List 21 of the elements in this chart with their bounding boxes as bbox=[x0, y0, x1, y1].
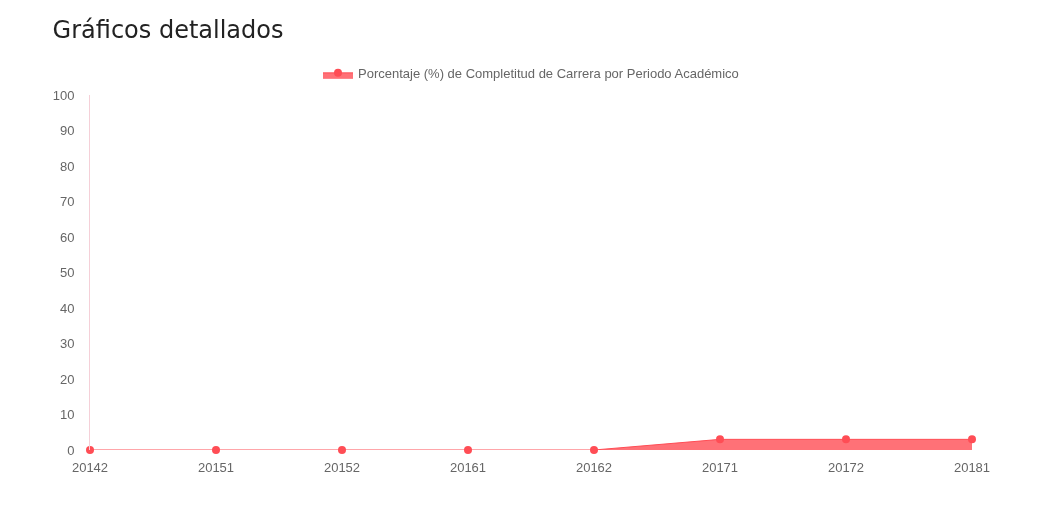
y-tick-label: 50 bbox=[59, 265, 75, 281]
y-tick-label: 10 bbox=[59, 407, 75, 423]
y-tick-label: 80 bbox=[59, 158, 75, 174]
y-tick-label: 0 bbox=[67, 442, 75, 458]
y-tick-label: 100 bbox=[52, 87, 75, 103]
x-tick-label: 20151 bbox=[197, 460, 235, 475]
chart-title: Gráficos detallados bbox=[52, 16, 284, 44]
y-tick-label: 20 bbox=[59, 371, 75, 387]
x-tick-label: 20171 bbox=[701, 460, 739, 475]
y-tick-label: 70 bbox=[59, 194, 75, 210]
x-tick-label: 20161 bbox=[449, 460, 487, 475]
x-tick-label: 20152 bbox=[323, 460, 361, 475]
x-tick-label: 20162 bbox=[575, 460, 613, 475]
y-tick-label: 90 bbox=[59, 123, 75, 139]
x-tick-label: 20142 bbox=[71, 460, 109, 475]
y-tick-label: 30 bbox=[59, 336, 75, 352]
y-tick-label: 40 bbox=[59, 300, 75, 316]
x-tick-label: 20172 bbox=[827, 460, 865, 475]
x-tick-label: 20181 bbox=[953, 460, 991, 475]
legend-label: Porcentaje (%) de Completitud de Carrera por Periodo Académico bbox=[358, 65, 739, 81]
y-tick-label: 60 bbox=[59, 229, 75, 245]
